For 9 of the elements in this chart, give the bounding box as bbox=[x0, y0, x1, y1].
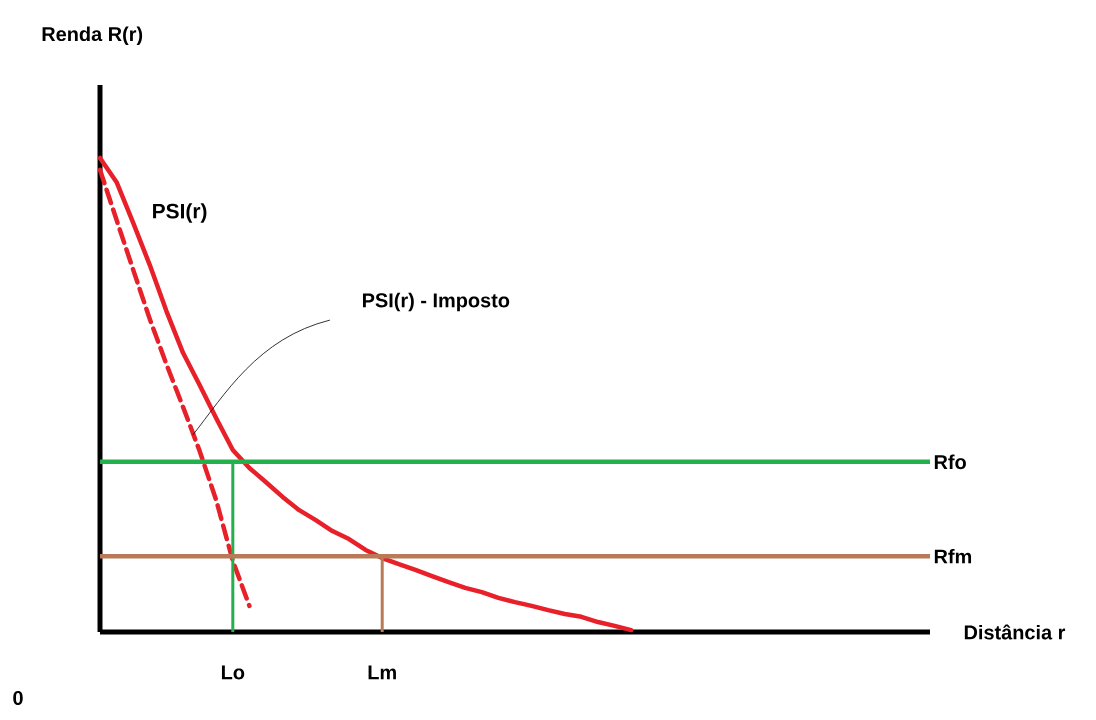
series-label: PSI(r) bbox=[153, 203, 207, 223]
x-axis-title: Distância r bbox=[964, 624, 1066, 640]
text: Renda R(r) bbox=[42, 26, 143, 46]
annotation: PSI(r) - Imposto bbox=[362, 292, 510, 312]
x-tick-label: Lm bbox=[368, 665, 396, 680]
text: 0 bbox=[13, 690, 23, 706]
ref-line-label: Rfm bbox=[934, 548, 972, 564]
x-tick-label: Lo bbox=[221, 665, 245, 680]
ref-line-label: Rfo bbox=[934, 454, 966, 470]
